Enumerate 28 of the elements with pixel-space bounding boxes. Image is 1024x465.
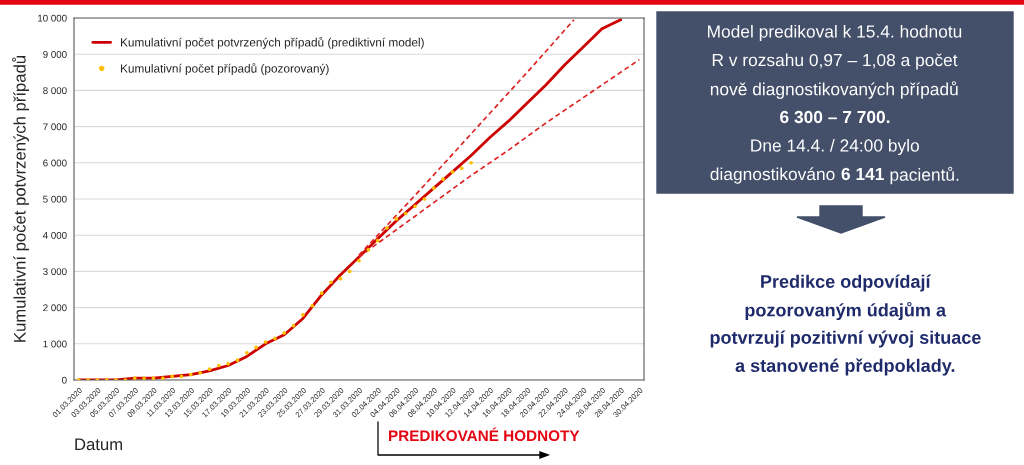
text: diagnostikováno xyxy=(710,167,835,184)
y-tick-label: 3 000 xyxy=(43,268,67,276)
y-tick-label: 9 000 xyxy=(43,50,67,58)
text: a stanovené předpoklady. xyxy=(735,358,955,376)
text: pacientů. xyxy=(890,166,959,185)
text: Dne 14.4. / 24:00 bylo xyxy=(751,138,919,156)
x-axis-title: Datum xyxy=(75,438,122,451)
y-tick-label: 0 xyxy=(62,376,67,384)
text: PREDIKOVANÉ HODNOTY xyxy=(389,427,580,442)
y-tick-label: 8 000 xyxy=(43,87,67,95)
text: 6 300 – 7 700. xyxy=(780,110,890,124)
text: 6 141 xyxy=(841,167,884,181)
y-axis-title: Kumulativní počet potvrzených případů xyxy=(12,56,29,342)
legend-label: Kumulativní počet případů (pozorovaný) xyxy=(121,63,329,75)
text: Model predikoval k 15.4. hodnotu xyxy=(707,24,962,42)
text: R v rozsahu 0,97 – 1,08 a počet xyxy=(712,53,958,70)
y-tick-label: 4 000 xyxy=(42,231,67,239)
y-tick-label: 2 000 xyxy=(43,304,67,312)
text: potvrzují pozitivní vývoj situace xyxy=(710,330,981,348)
text: nově diagnostikovaných případů xyxy=(710,81,958,99)
legend-label: Kumulativní počet potvrzených případů (prediktivní model) xyxy=(121,36,424,49)
text: Predikce odpovídají xyxy=(761,274,932,292)
y-tick-label: 10 000 xyxy=(38,14,67,22)
y-tick-label: 1 000 xyxy=(43,340,67,348)
text: pozorovaným údajům a xyxy=(745,301,947,321)
y-tick-label: 5 000 xyxy=(43,195,67,203)
y-tick-label: 7 000 xyxy=(43,123,67,131)
y-tick-label: 6 000 xyxy=(43,159,67,167)
